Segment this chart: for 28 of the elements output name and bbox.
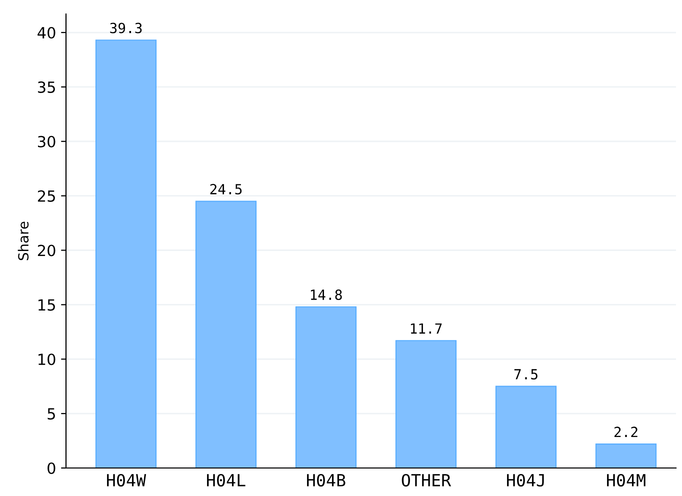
bar (395, 340, 457, 468)
bar (595, 443, 657, 468)
x-tick-label: H04L (207, 474, 246, 487)
y-tick-label: 15 (38, 299, 55, 311)
data-label: 14.8 (310, 290, 342, 300)
data-label: 39.3 (110, 22, 142, 34)
x-tick-label: H04B (307, 474, 346, 487)
y-tick-label: 40 (38, 26, 56, 39)
data-label: 11.7 (410, 323, 442, 334)
y-tick-label: 20 (38, 244, 56, 256)
x-tick-label: OTHER (402, 474, 452, 487)
data-label: 7.5 (514, 369, 538, 380)
x-tick-label: H04M (607, 474, 646, 487)
y-tick-label: 10 (38, 354, 56, 366)
y-tick-label: 5 (48, 408, 55, 420)
y-tick-label: 0 (48, 462, 56, 474)
y-tick-label: 25 (38, 190, 55, 202)
bar (495, 386, 557, 468)
data-label: 2.2 (614, 426, 638, 437)
y-tick-label: 30 (38, 136, 56, 148)
data-label: 24.5 (210, 184, 242, 194)
y-tick-label: 35 (38, 81, 55, 93)
x-tick-label: H04W (107, 474, 146, 487)
x-tick-label: H04J (507, 474, 544, 487)
bar (295, 306, 357, 468)
y-axis-title: Share (18, 222, 29, 260)
bar (195, 200, 257, 468)
bar (95, 40, 157, 468)
